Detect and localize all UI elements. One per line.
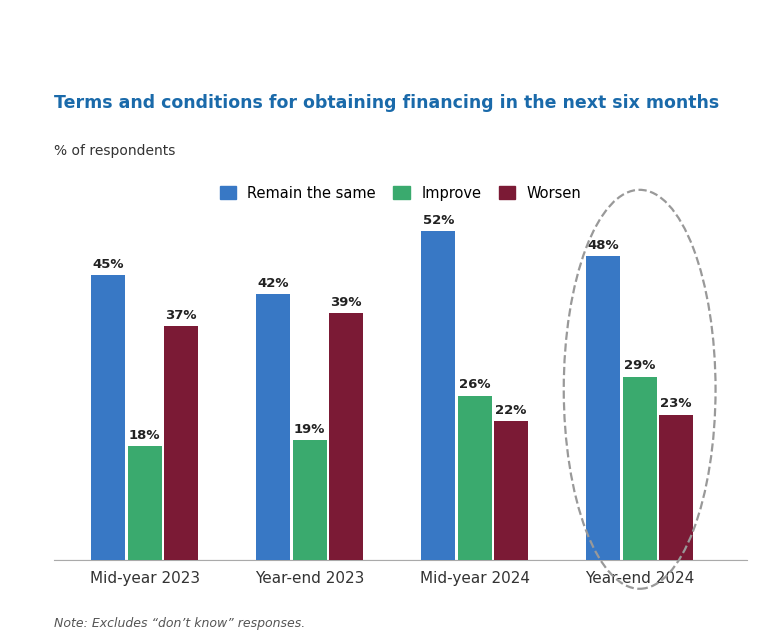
Bar <box>128 446 162 560</box>
Bar <box>421 231 455 560</box>
Text: 45%: 45% <box>92 258 124 271</box>
Text: 26%: 26% <box>459 378 490 391</box>
Bar <box>587 256 620 560</box>
Bar <box>256 294 290 560</box>
Bar <box>494 421 527 560</box>
Text: 23%: 23% <box>660 397 691 410</box>
Bar <box>623 377 657 560</box>
Text: 37%: 37% <box>166 308 196 321</box>
Text: 22%: 22% <box>495 404 527 417</box>
Text: % of respondents: % of respondents <box>54 144 176 158</box>
Text: Note: Excludes “don’t know” responses.: Note: Excludes “don’t know” responses. <box>54 617 305 630</box>
Legend: Remain the same, Improve, Worsen: Remain the same, Improve, Worsen <box>214 180 587 207</box>
Bar <box>293 440 326 560</box>
Bar <box>92 276 126 560</box>
Text: 29%: 29% <box>624 359 655 372</box>
Bar <box>329 314 363 560</box>
Text: 18%: 18% <box>129 429 160 442</box>
Text: 48%: 48% <box>588 239 619 252</box>
Text: 19%: 19% <box>294 422 326 435</box>
Bar <box>458 395 491 560</box>
Text: 42%: 42% <box>258 277 289 290</box>
Text: 39%: 39% <box>330 296 362 309</box>
Text: Terms and conditions for obtaining financing in the next six months: Terms and conditions for obtaining finan… <box>54 94 719 112</box>
Bar <box>164 326 198 560</box>
Bar <box>659 415 693 560</box>
Text: 52%: 52% <box>423 214 454 227</box>
